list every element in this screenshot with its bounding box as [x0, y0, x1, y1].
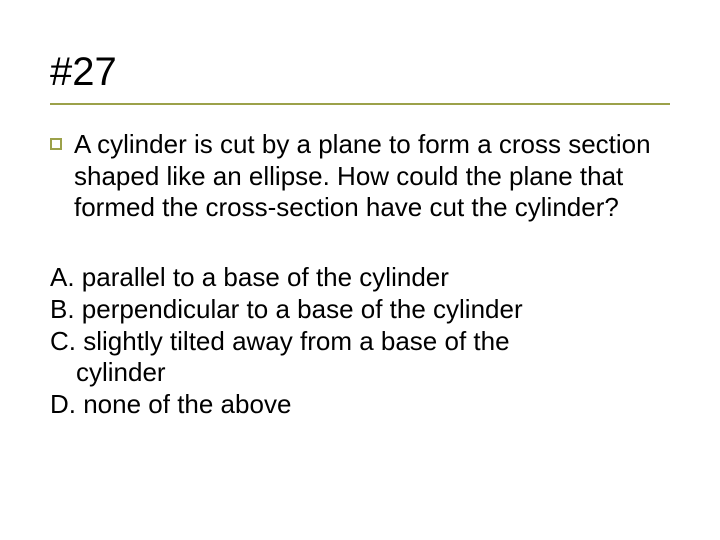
title-underline: #27 [50, 50, 670, 105]
square-bullet-icon [50, 138, 62, 150]
slide-title: #27 [50, 50, 670, 95]
question-block: A cylinder is cut by a plane to form a c… [50, 129, 670, 224]
answer-option-a: A. parallel to a base of the cylinder [50, 262, 670, 294]
answer-list: A. parallel to a base of the cylinder B.… [50, 262, 670, 421]
answer-option-c-line2: cylinder [50, 357, 670, 389]
question-text: A cylinder is cut by a plane to form a c… [74, 129, 670, 224]
answer-option-d: D. none of the above [50, 389, 670, 421]
answer-option-c-line1: C. slightly tilted away from a base of t… [50, 326, 670, 358]
answer-option-b: B. perpendicular to a base of the cylind… [50, 294, 670, 326]
